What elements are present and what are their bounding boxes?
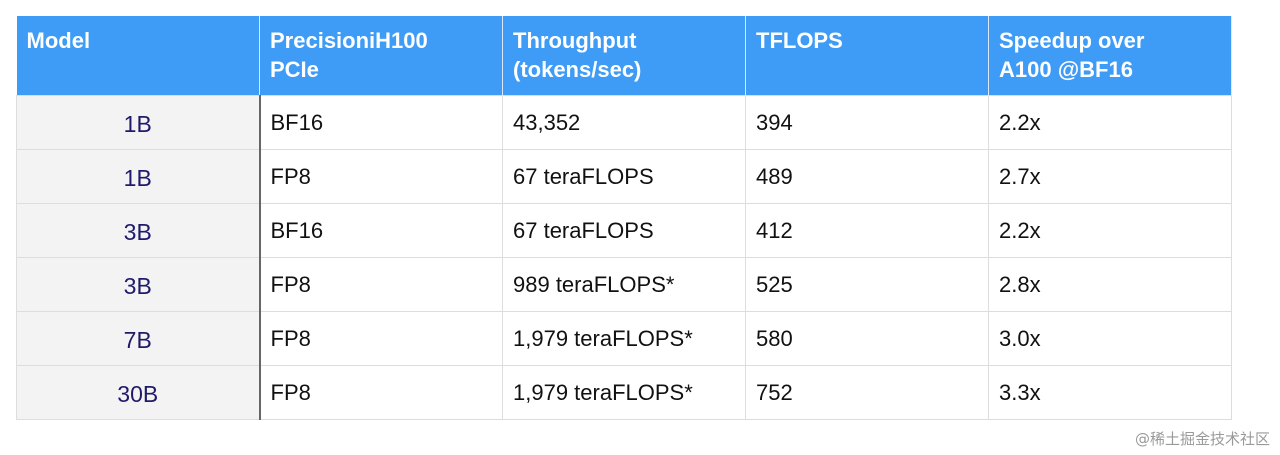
table-cell: 2.7x: [988, 149, 1232, 204]
table-cell: FP8: [259, 257, 503, 312]
table-cell: 67 teraFLOPS: [502, 203, 746, 258]
table-row: 30B FP8 1,979 teraFLOPS* 752 3.3x: [16, 365, 1232, 420]
table-cell: 752: [745, 365, 989, 420]
model-cell: 7B: [16, 311, 261, 366]
table-cell: 489: [745, 149, 989, 204]
watermark: @稀土掘金技术社区: [1134, 430, 1270, 448]
table-cell: 1,979 teraFLOPS*: [502, 365, 746, 420]
model-cell: 1B: [16, 95, 261, 150]
header-text: A100 @BF16: [999, 57, 1133, 82]
header-row: Model PrecisioniH100 PCIe Throughput (tokens…: [16, 16, 1232, 96]
table-cell: 1,979 teraFLOPS*: [502, 311, 746, 366]
header-cell: Speedup over A100 @BF16: [988, 16, 1232, 96]
table: Model PrecisioniH100 PCIe Throughput (tokens…: [16, 16, 1232, 420]
table-cell: 989 teraFLOPS*: [502, 257, 746, 312]
table-cell: 3.0x: [988, 311, 1232, 366]
header-text: PrecisioniH100: [270, 28, 428, 53]
table-body: 1B BF16 43,352 394 2.2x 1B FP8 67 teraFLOPS 489 2…: [16, 95, 1232, 420]
table-cell: 580: [745, 311, 989, 366]
table-cell: 394: [745, 95, 989, 150]
header-cell: Model: [16, 16, 260, 96]
header-text: TFLOPS: [756, 28, 843, 53]
table-cell: FP8: [259, 311, 503, 366]
header-text: Throughput: [513, 28, 637, 53]
model-cell: 30B: [16, 365, 261, 420]
model-cell: 1B: [16, 149, 261, 204]
table-cell: 2.2x: [988, 95, 1232, 150]
header-text: (tokens/sec): [513, 57, 642, 82]
table-cell: 2.8x: [988, 257, 1232, 312]
table-row: 1B FP8 67 teraFLOPS 489 2.7x: [16, 149, 1232, 204]
model-cell: 3B: [16, 203, 261, 258]
header-cell: TFLOPS: [745, 16, 989, 96]
table-cell: FP8: [259, 149, 503, 204]
table-cell: 412: [745, 203, 989, 258]
table-cell: 3.3x: [988, 365, 1232, 420]
table-cell: FP8: [259, 365, 503, 420]
table-cell: 67 teraFLOPS: [502, 149, 746, 204]
header-text: Model: [26, 28, 91, 53]
table-row: 3B FP8 989 teraFLOPS* 525 2.8x: [16, 257, 1232, 312]
table-cell: BF16: [259, 95, 503, 150]
table-row: 1B BF16 43,352 394 2.2x: [16, 95, 1232, 150]
table-cell: 2.2x: [988, 203, 1232, 258]
table-row: 7B FP8 1,979 teraFLOPS* 580 3.0x: [16, 311, 1232, 366]
model-cell: 3B: [16, 257, 261, 312]
table-cell: 525: [745, 257, 989, 312]
header-cell: Throughput (tokens/sec): [502, 16, 746, 96]
header-text: PCIe: [270, 57, 319, 82]
table-cell: 43,352: [502, 95, 746, 150]
table-row: 3B BF16 67 teraFLOPS 412 2.2x: [16, 203, 1232, 258]
header-cell: PrecisioniH100 PCIe: [259, 16, 503, 96]
table-cell: BF16: [259, 203, 503, 258]
header-text: Speedup over: [999, 28, 1145, 53]
